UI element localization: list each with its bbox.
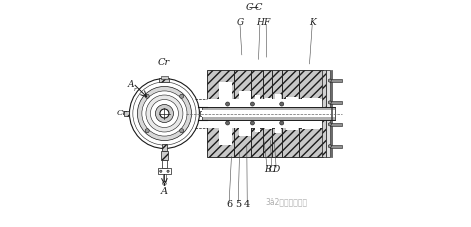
- Bar: [207, 114, 235, 158]
- Text: C: C: [245, 3, 253, 12]
- Bar: [239, 91, 252, 136]
- Circle shape: [145, 94, 149, 98]
- Bar: [161, 76, 168, 79]
- Circle shape: [328, 79, 332, 82]
- Text: A: A: [128, 80, 134, 89]
- Circle shape: [133, 82, 196, 145]
- Bar: [265, 98, 272, 129]
- Bar: [200, 111, 203, 116]
- Circle shape: [162, 182, 166, 185]
- Text: G: G: [236, 18, 244, 27]
- Bar: [255, 95, 260, 132]
- Bar: [330, 145, 342, 148]
- Circle shape: [160, 109, 169, 118]
- Circle shape: [138, 86, 192, 141]
- Bar: [219, 82, 232, 145]
- Bar: [272, 128, 282, 158]
- Bar: [282, 122, 299, 158]
- Circle shape: [142, 91, 187, 136]
- Bar: [124, 111, 129, 116]
- Bar: [163, 174, 166, 181]
- Circle shape: [280, 102, 284, 106]
- Circle shape: [328, 123, 332, 126]
- Bar: [202, 107, 335, 120]
- Bar: [330, 101, 342, 104]
- Circle shape: [150, 99, 179, 128]
- Circle shape: [280, 121, 284, 125]
- Bar: [282, 69, 299, 105]
- Circle shape: [226, 121, 230, 125]
- Text: B: B: [264, 165, 270, 174]
- Circle shape: [226, 102, 230, 106]
- Bar: [207, 99, 333, 128]
- Text: A: A: [161, 187, 168, 196]
- Bar: [330, 79, 342, 82]
- Circle shape: [251, 121, 254, 125]
- Text: H: H: [256, 18, 264, 27]
- Circle shape: [160, 170, 162, 172]
- Bar: [162, 160, 167, 168]
- Circle shape: [155, 104, 173, 123]
- Circle shape: [179, 94, 184, 98]
- Circle shape: [179, 129, 184, 133]
- Bar: [252, 69, 262, 99]
- Bar: [286, 96, 298, 131]
- Circle shape: [251, 102, 254, 106]
- Bar: [322, 69, 326, 158]
- Bar: [326, 69, 330, 158]
- Bar: [235, 69, 252, 103]
- Text: Cr: Cr: [157, 58, 170, 67]
- Bar: [299, 69, 324, 99]
- Bar: [161, 151, 168, 160]
- Bar: [262, 69, 272, 105]
- Bar: [158, 168, 171, 174]
- Text: K: K: [309, 18, 316, 27]
- Text: C: C: [254, 3, 262, 12]
- Bar: [252, 128, 262, 158]
- Text: 3â2机工机床世界: 3â2机工机床世界: [266, 197, 308, 206]
- Bar: [272, 69, 282, 99]
- Bar: [235, 124, 252, 158]
- Text: —: —: [249, 2, 259, 12]
- Circle shape: [328, 101, 332, 104]
- Bar: [330, 123, 342, 126]
- Text: C: C: [268, 165, 275, 174]
- Bar: [275, 94, 281, 133]
- Bar: [301, 98, 320, 129]
- Bar: [162, 144, 167, 151]
- Circle shape: [130, 79, 199, 148]
- Bar: [207, 69, 235, 114]
- Bar: [331, 69, 332, 158]
- Bar: [299, 128, 324, 158]
- Circle shape: [146, 95, 183, 132]
- Bar: [262, 122, 272, 158]
- Text: Cr: Cr: [117, 109, 127, 117]
- Text: 5: 5: [235, 200, 241, 209]
- Circle shape: [145, 129, 149, 133]
- Text: r: r: [134, 87, 137, 92]
- Circle shape: [167, 170, 169, 172]
- Text: D: D: [273, 165, 280, 174]
- Bar: [202, 110, 335, 117]
- Circle shape: [328, 145, 332, 148]
- Text: F: F: [263, 18, 269, 27]
- Text: 4: 4: [244, 200, 251, 209]
- Text: 6: 6: [226, 200, 232, 209]
- Bar: [160, 78, 170, 82]
